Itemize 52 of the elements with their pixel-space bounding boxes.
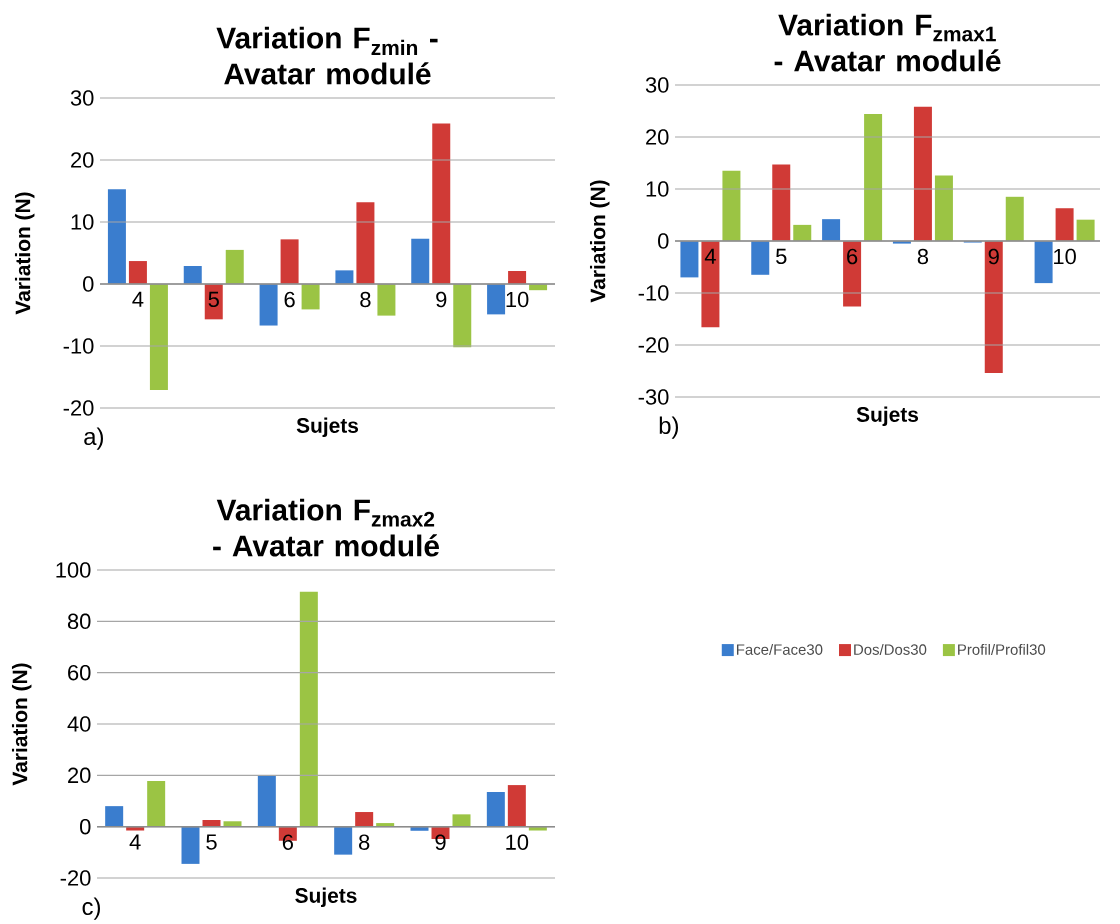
y-tick-label: 30 [645,77,669,93]
y-tick-label: 60 [68,664,91,681]
x-tick-label: 6 [847,248,858,265]
y-tick-label: 0 [658,233,669,249]
y-tick-label: 10 [71,214,94,230]
y-axis-title: Variation (N) [11,663,32,786]
y-tick-label: 0 [80,818,91,835]
y-tick-label: -20 [638,337,669,353]
x-tick-label: 9 [988,248,999,265]
x-tick-label: 4 [129,834,141,850]
y-tick-label: 100 [56,562,91,578]
y-tick-label: -20 [60,870,91,886]
y-tick-label: 20 [646,129,669,145]
y-tick-label: 40 [67,716,91,732]
text: a) [84,427,103,450]
x-tick-label: 8 [360,291,371,308]
y-axis-title: Variation (N) [14,192,35,315]
y-axis-title: Variation (N) [589,180,610,303]
x-tick-label: 6 [284,291,295,308]
x-tick-label: 4 [132,291,144,307]
y-tick-label: 30 [70,90,94,106]
y-tick-label: 80 [67,613,91,630]
x-tick-label: 5 [776,248,787,265]
y-tick-label: 20 [71,152,94,168]
y-tick-label: -30 [638,389,669,405]
chart-title: Variation F$_{zmin}$ - Avatar modulé [216,26,438,85]
y-tick-label: -20 [63,400,94,416]
x-tick-label: 10 [1054,248,1076,265]
x-tick-label: 8 [917,248,929,265]
x-axis-title: Sujets [295,887,357,908]
x-axis-title: Sujets [856,406,919,427]
x-tick-label: 9 [436,291,447,308]
y-tick-label: 20 [68,767,91,784]
text: b) [659,416,679,439]
x-tick-label: 5 [206,834,217,850]
legend-label: Face/Face30 [736,643,823,655]
y-tick-label: -10 [638,285,669,301]
text: c) [82,897,100,920]
x-tick-label: 8 [359,834,370,850]
chart-title: Variation F$_{zmax2}$ - Avatar modulé [213,498,439,557]
x-tick-label: 4 [704,248,716,264]
x-tick-label: 10 [506,834,529,850]
x-axis-title: Sujets [296,417,359,438]
legend-label: Profil/Profil30 [958,643,1046,655]
x-tick-label: 9 [435,834,446,850]
chart-title: Variation F$_{zmax1}$ - Avatar modulé [774,13,1001,72]
x-tick-label: 10 [506,291,529,308]
y-tick-label: 10 [646,181,669,197]
y-tick-label: -10 [63,338,94,354]
legend-label: Dos/Dos30 [854,643,927,655]
y-tick-label: 0 [83,276,94,292]
x-tick-label: 5 [208,291,219,308]
